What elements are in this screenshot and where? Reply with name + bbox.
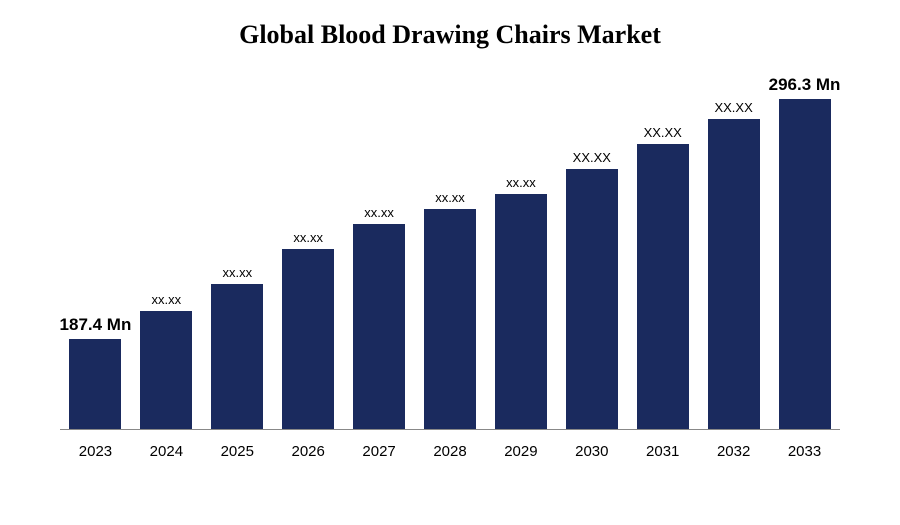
bar [424,209,476,429]
bar-group: xx.xx [282,230,334,429]
x-axis-label: 2024 [136,443,196,460]
x-axis-label: 2023 [65,443,125,460]
chart-title: Global Blood Drawing Chairs Market [40,20,860,50]
bar [69,339,121,429]
bar-group: xx.xx [140,292,192,429]
bar-value-label: 296.3 Mn [769,75,841,95]
bar-value-label: xx.xx [506,175,536,190]
bar-group: xx.xx [211,265,263,429]
x-axis-label: 2025 [207,443,267,460]
x-axis-label: 2027 [349,443,409,460]
bar [495,194,547,429]
x-axis-label: 2028 [420,443,480,460]
bar-group: 187.4 Mn [69,315,121,429]
bar [637,144,689,429]
x-axis-label: 2029 [491,443,551,460]
bar-value-label: xx.xx [222,265,252,280]
bar-group: XX.XX [566,150,618,429]
bar-group: XX.XX [637,125,689,429]
chart-area: 187.4 Mn xx.xx xx.xx xx.xx xx.xx xx.xx xx.xx XX… [40,70,860,470]
x-axis-label: 2032 [704,443,764,460]
bar-group: 296.3 Mn [779,75,831,429]
bar [353,224,405,429]
bar-value-label: XX.XX [644,125,682,140]
bar-value-label: XX.XX [714,100,752,115]
bar-value-label: xx.xx [364,205,394,220]
bar [211,284,263,429]
bar [140,311,192,429]
bar-value-label: xx.xx [435,190,465,205]
bar-group: xx.xx [353,205,405,429]
bar-value-label: xx.xx [293,230,323,245]
bar-value-label: XX.XX [573,150,611,165]
x-axis-label: 2031 [633,443,693,460]
bar [566,169,618,429]
plot-region: 187.4 Mn xx.xx xx.xx xx.xx xx.xx xx.xx xx.xx XX… [60,70,840,430]
bar [282,249,334,429]
bar-group: XX.XX [708,100,760,429]
bar [708,119,760,429]
bar-value-label: 187.4 Mn [60,315,132,335]
x-axis-label: 2033 [775,443,835,460]
bar-value-label: xx.xx [152,292,182,307]
x-axis-labels: 2023 2024 2025 2026 2027 2028 2029 2030 2031 2032… [60,435,840,470]
x-axis-label: 2026 [278,443,338,460]
bar [779,99,831,429]
bar-group: xx.xx [495,175,547,429]
bar-group: xx.xx [424,190,476,429]
x-axis-label: 2030 [562,443,622,460]
